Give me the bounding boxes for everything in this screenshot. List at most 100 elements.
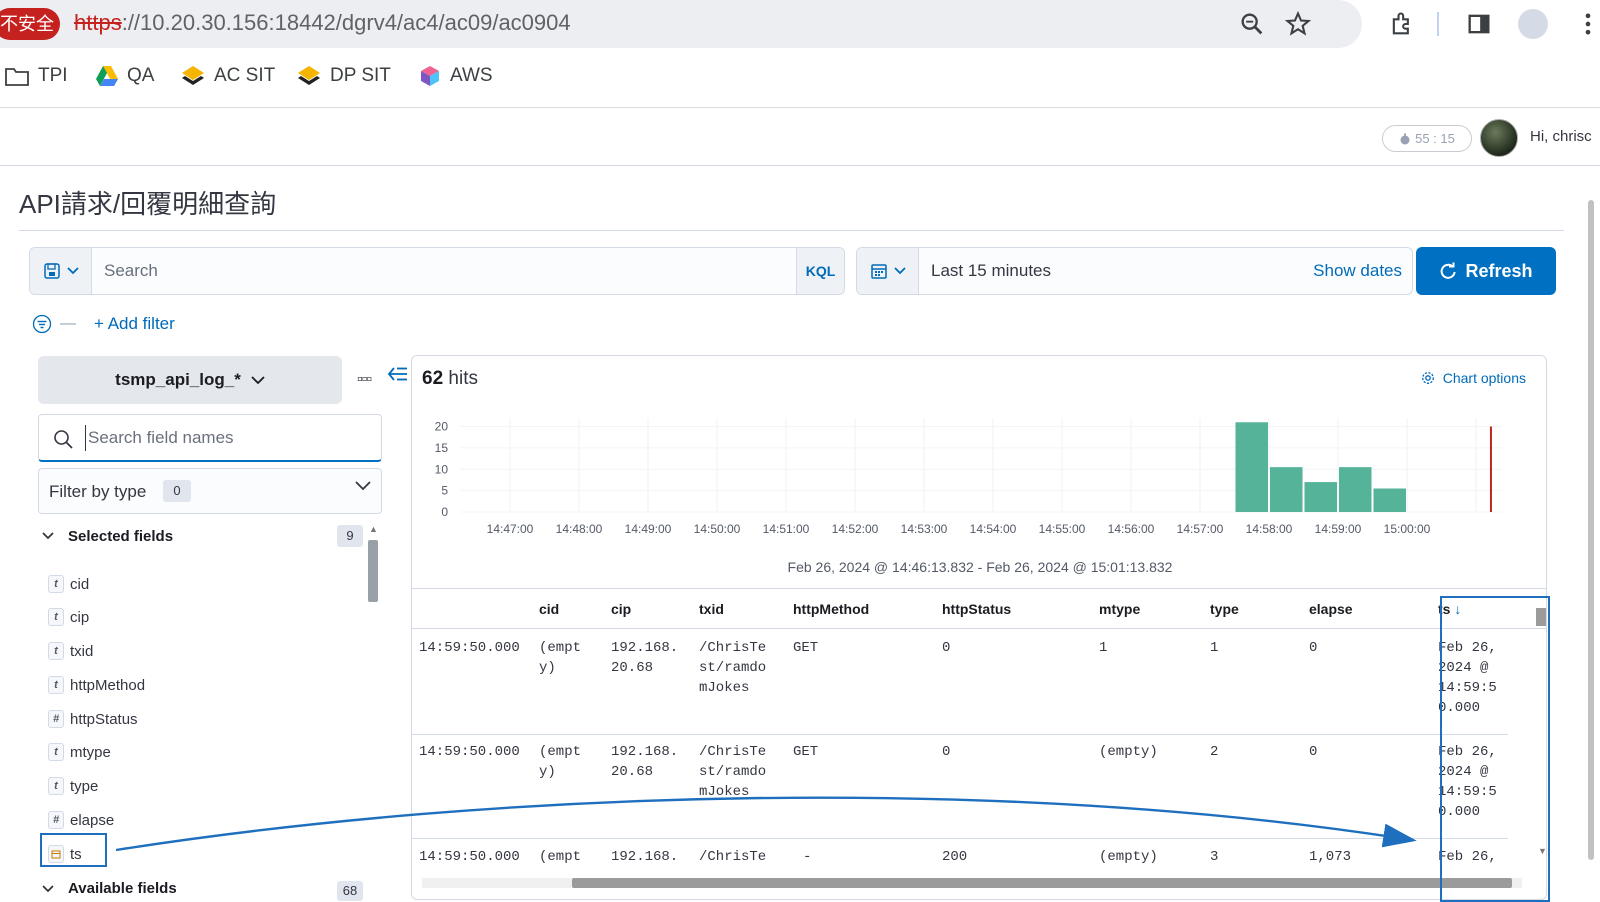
scroll-up-arrow[interactable]: ▲ <box>369 524 378 534</box>
gear-icon <box>1421 372 1434 384</box>
table-horizontal-scrollbar[interactable] <box>572 878 1512 888</box>
field-name: cid <box>70 575 90 593</box>
bookmark-aws[interactable]: AWS <box>418 58 493 94</box>
x-tick-label: 14:57:00 <box>1177 522 1224 536</box>
field-item-elapse[interactable]: # elapse <box>48 809 114 831</box>
insecure-badge[interactable]: 不安全 <box>0 8 60 40</box>
cell-mtype: (empty) <box>1099 744 1158 760</box>
cell-httpmethod: GET <box>793 640 819 656</box>
bookmark-ac-sit[interactable]: AC SIT <box>180 58 275 94</box>
refresh-icon <box>1441 262 1457 279</box>
side-panel-icon[interactable] <box>1465 10 1493 38</box>
more-options-icon[interactable]: ▫▫▫ <box>357 371 372 388</box>
search-input[interactable] <box>92 248 815 294</box>
column-header-httpmethod[interactable]: httpMethod <box>793 601 870 617</box>
quick-select-button[interactable] <box>857 248 919 294</box>
x-tick-label: 14:47:00 <box>487 522 534 536</box>
time-range-label[interactable]: Last 15 minutes <box>931 261 1052 280</box>
column-header-mtype[interactable]: mtype <box>1099 601 1141 617</box>
x-tick-label: 14:53:00 <box>901 522 948 536</box>
scroll-down-arrow[interactable]: ▼ <box>1538 846 1547 856</box>
selected-fields-toggle[interactable]: Selected fields <box>42 524 382 548</box>
field-item-mtype[interactable]: t mtype <box>48 741 111 763</box>
column-header-httpstatus[interactable]: httpStatus <box>942 601 1012 617</box>
field-item-httpmethod[interactable]: t httpMethod <box>48 674 145 696</box>
collapse-sidebar-icon[interactable] <box>388 367 408 381</box>
cell-ts: Feb 26, 2024 @ 14:59:5 0.000 <box>1438 640 1497 716</box>
cell-time: 14:59:50.000 <box>419 640 520 656</box>
x-tick-label: 14:54:00 <box>970 522 1017 536</box>
field-item-ts[interactable]: ts <box>48 843 82 865</box>
available-fields-toggle[interactable]: Available fields <box>42 880 177 897</box>
filter-bar: — + Add filter <box>32 310 175 338</box>
saved-query-menu-button[interactable] <box>30 248 92 294</box>
bookmark-dp-sit[interactable]: DP SIT <box>296 58 391 94</box>
bookmarks-bar: TPI QA AC SIT DP SIT AWS <box>0 58 1600 94</box>
cell-cip: 192.168. 20.68 <box>611 640 679 676</box>
bookmark-tpi[interactable]: TPI <box>4 58 68 94</box>
column-header-cid[interactable]: cid <box>539 601 560 617</box>
histogram-bar <box>1339 467 1372 512</box>
address-bar[interactable] <box>0 0 1362 48</box>
chevron-down-icon <box>42 884 54 892</box>
bookmark-star-icon[interactable] <box>1284 10 1312 38</box>
index-pattern-selector[interactable]: tsmp_api_log_* <box>38 356 342 404</box>
refresh-button[interactable]: Refresh <box>1416 247 1556 295</box>
avatar[interactable] <box>1480 119 1518 157</box>
filter-icon[interactable] <box>32 314 52 334</box>
cell-txid: /ChrisTe <box>699 849 767 865</box>
kql-toggle-button[interactable]: KQL <box>796 248 844 294</box>
column-header-type[interactable]: type <box>1210 601 1239 617</box>
show-dates-link[interactable]: Show dates <box>1313 261 1402 280</box>
selected-fields-label: Selected fields <box>68 527 174 545</box>
column-header-elapse[interactable]: elapse <box>1309 601 1353 617</box>
menu-kebab-icon[interactable] <box>1574 10 1600 38</box>
url-text[interactable]: https://10.20.30.156:18442/dgrv4/ac4/ac0… <box>74 10 571 36</box>
cell-httpstatus: 0 <box>942 744 951 760</box>
timer-value: 55 : 15 <box>1415 131 1455 146</box>
chevron-down-icon <box>355 481 371 491</box>
cell-httpstatus: 200 <box>942 849 968 865</box>
string-type-icon: t <box>48 777 64 795</box>
profile-icon[interactable] <box>1518 9 1548 39</box>
sort-arrow-icon[interactable]: ↓ <box>1454 601 1462 617</box>
page-scrollbar[interactable] <box>1588 200 1594 860</box>
field-search-input[interactable] <box>85 425 365 451</box>
column-header-txid[interactable]: txid <box>699 601 724 617</box>
hits-counter: 62 hits <box>422 368 478 390</box>
url-path: ://10.20.30.156:18442/dgrv4/ac4/ac09/ac0… <box>121 10 571 35</box>
page-title: API請求/回覆明細查詢 <box>19 189 277 219</box>
filter-by-type-dropdown[interactable]: Filter by type 0 <box>38 468 382 514</box>
histogram-chart[interactable]: 0 5 10 15 20 14:47:00 14:48:00 14:49:00 14:50:00… <box>412 406 1547 556</box>
filter-type-count-badge: 0 <box>163 480 191 502</box>
field-item-httpstatus[interactable]: # httpStatus <box>48 708 138 730</box>
chart-options-button[interactable]: Chart options <box>1421 370 1526 386</box>
bookmark-label: AC SIT <box>214 65 276 86</box>
y-tick-label: 15 <box>435 441 449 455</box>
user-greeting[interactable]: Hi, chrisc <box>1530 128 1592 145</box>
bookmark-qa[interactable]: QA <box>95 58 154 94</box>
x-tick-label: 14:56:00 <box>1108 522 1155 536</box>
field-item-type[interactable]: t type <box>48 775 98 797</box>
field-item-txid[interactable]: t txid <box>48 640 93 662</box>
browser-toolbar: 不安全 https://10.20.30.156:18442/dgrv4/ac4… <box>0 0 1600 48</box>
search-icon <box>54 430 73 449</box>
cell-cid: (empt <box>539 849 582 865</box>
chevron-down-icon <box>42 532 54 540</box>
histogram-bar <box>1235 422 1268 512</box>
extensions-icon[interactable] <box>1388 10 1416 38</box>
add-filter-button[interactable]: + Add filter <box>94 314 175 333</box>
field-name: ts <box>70 845 82 863</box>
zoom-icon[interactable] <box>1238 10 1266 38</box>
session-timer: 55 : 15 <box>1382 125 1472 152</box>
table-vertical-scrollbar[interactable] <box>1536 608 1546 626</box>
field-list-scrollbar[interactable] <box>368 540 378 602</box>
x-tick-label: 14:59:00 <box>1315 522 1362 536</box>
stopwatch-icon <box>1400 133 1410 144</box>
field-item-cid[interactable]: t cid <box>48 573 89 595</box>
field-name: elapse <box>70 811 115 829</box>
field-item-cip[interactable]: t cip <box>48 606 89 628</box>
column-header-cip[interactable]: cip <box>611 601 632 617</box>
hits-label: hits <box>448 368 478 389</box>
app-header <box>0 108 1600 166</box>
